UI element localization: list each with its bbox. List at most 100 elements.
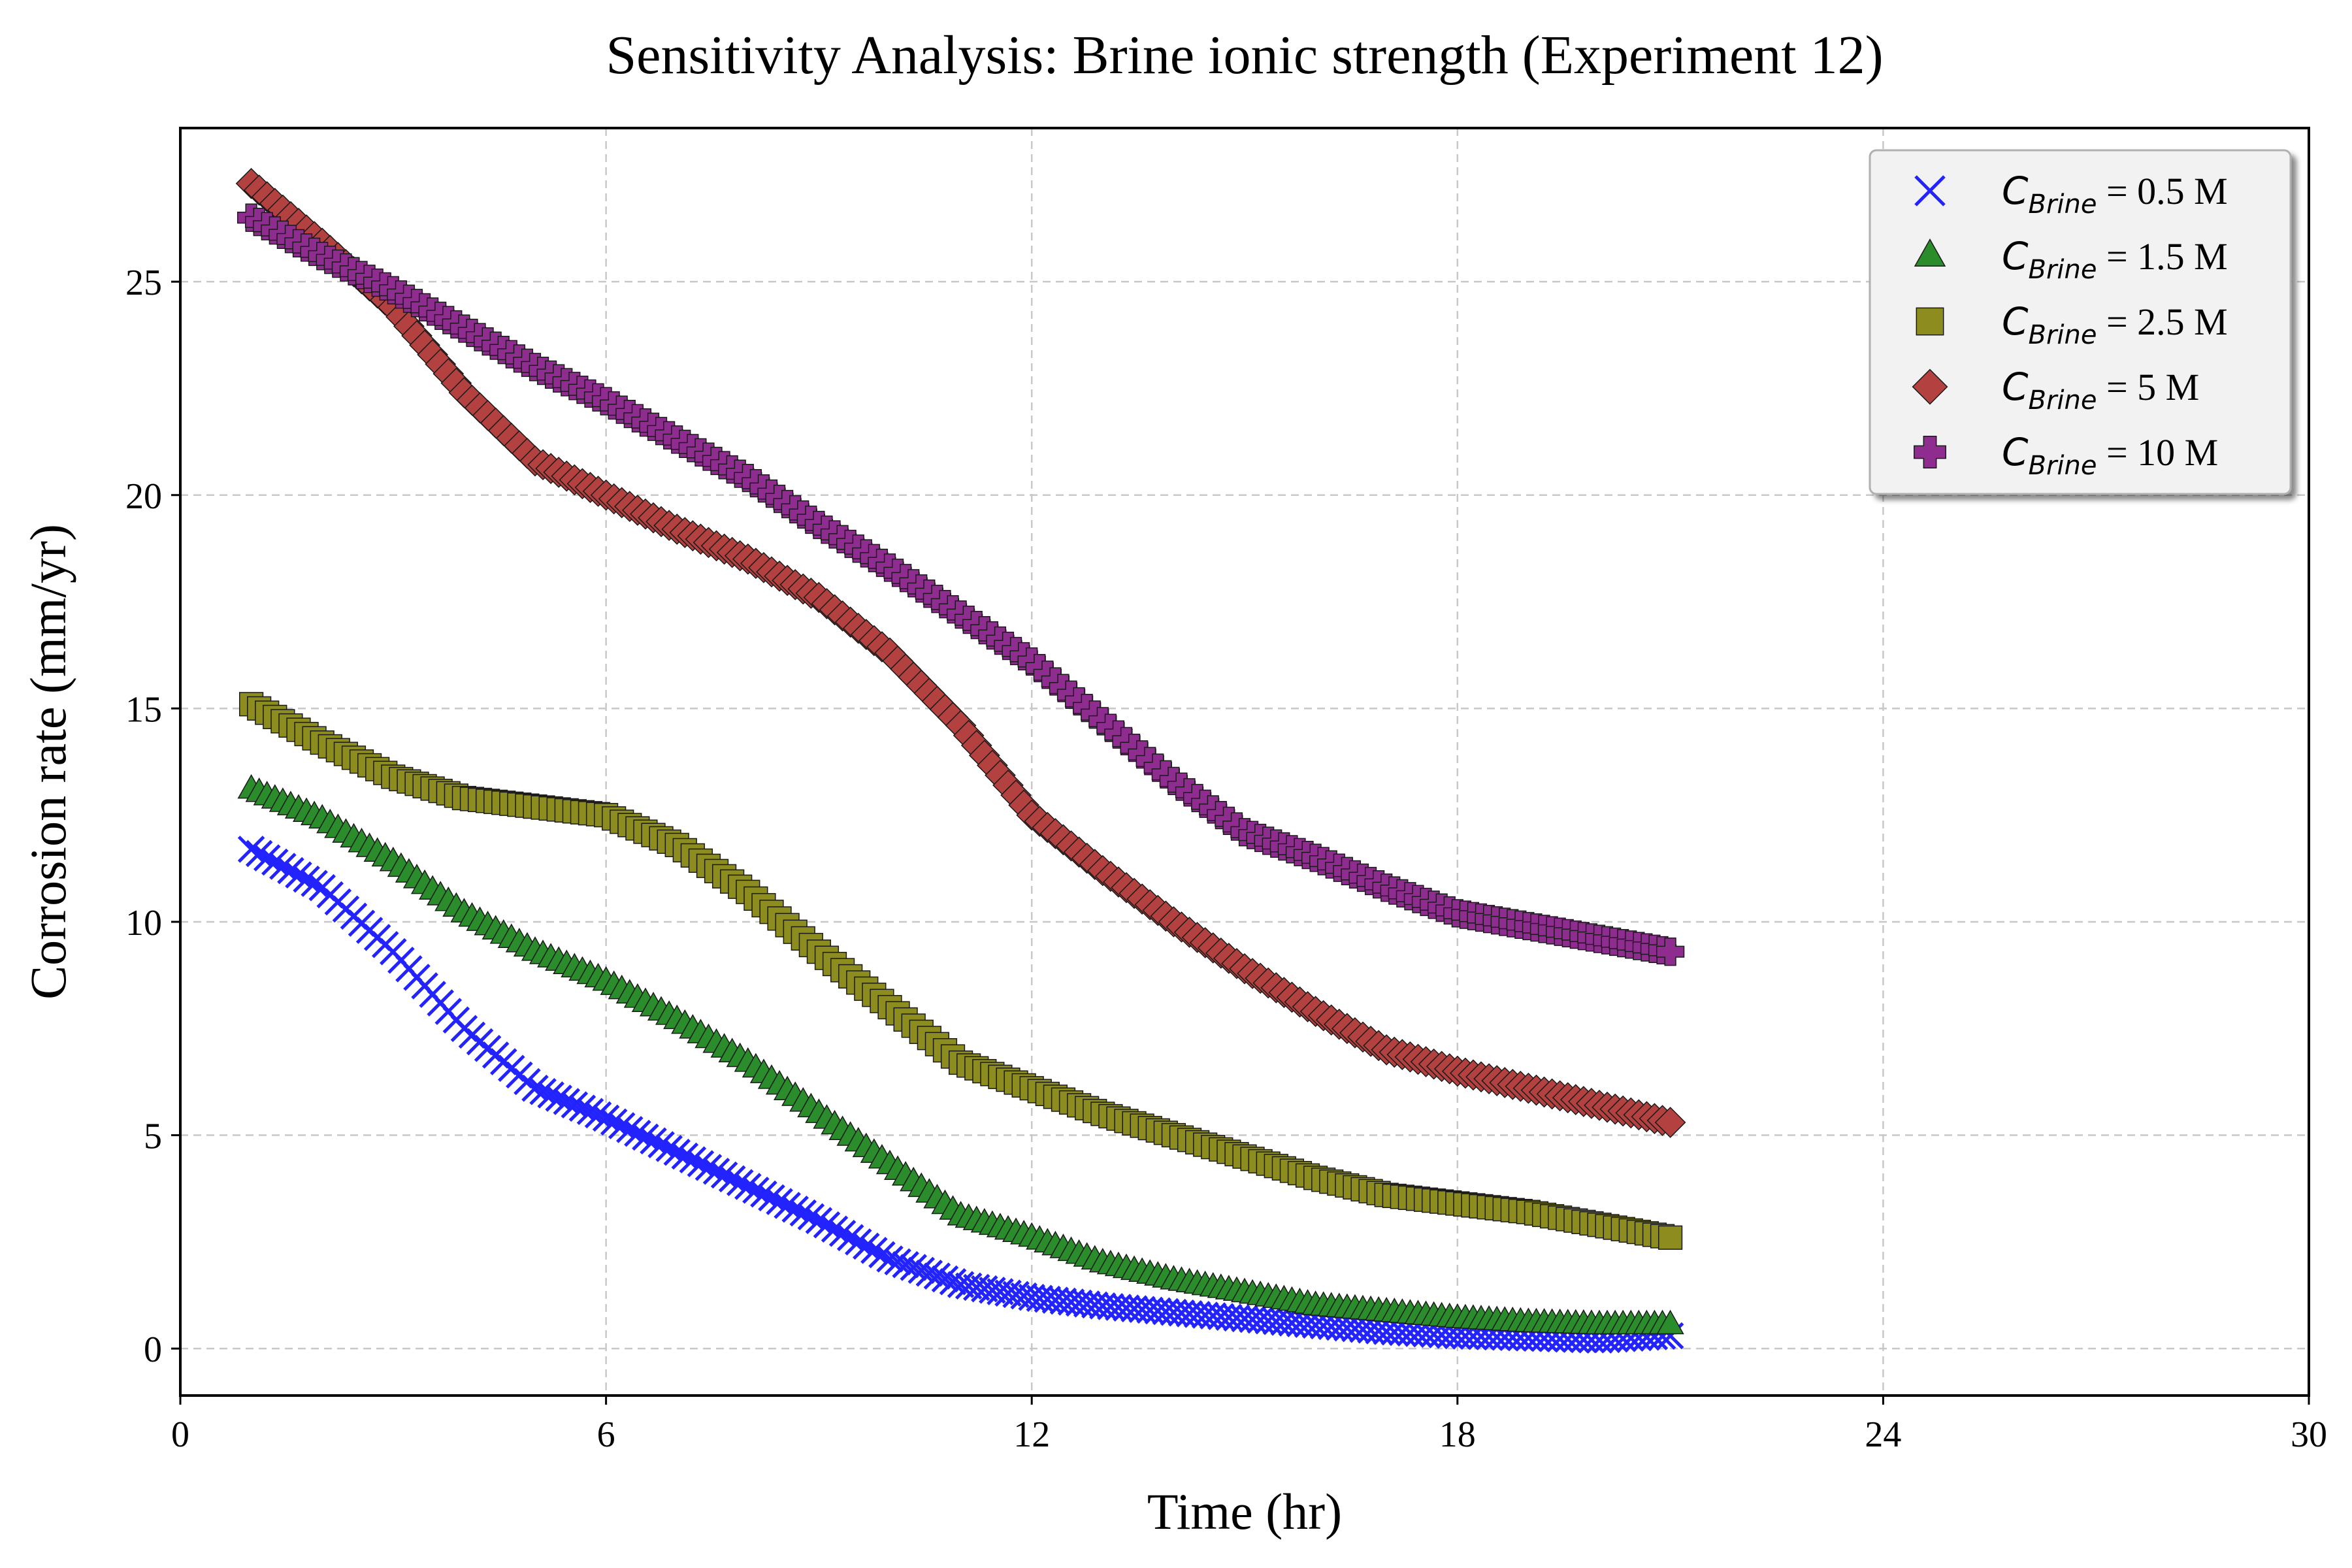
plot-frame bbox=[179, 127, 2310, 1397]
series-3 bbox=[238, 692, 1683, 1250]
data-point bbox=[277, 857, 304, 885]
legend-item: CBrine = 2.5 M bbox=[1916, 299, 2228, 350]
y-tick-label: 10 bbox=[125, 903, 162, 943]
data-point bbox=[742, 1176, 770, 1204]
data-point bbox=[915, 1259, 943, 1287]
data-point bbox=[892, 1250, 919, 1279]
data-point bbox=[813, 1211, 841, 1239]
data-point bbox=[694, 1154, 723, 1181]
legend-label-var: C bbox=[2002, 299, 2029, 344]
data-point bbox=[679, 1146, 707, 1174]
data-point bbox=[576, 1098, 604, 1126]
legend-label: CBrine = 2.5 M bbox=[2002, 299, 2228, 350]
data-point bbox=[237, 836, 265, 863]
x-tick-label: 30 bbox=[2291, 1414, 2327, 1455]
data-point bbox=[529, 1078, 557, 1105]
data-point bbox=[853, 1232, 880, 1260]
legend-label-rest: = 0.5 M bbox=[2097, 170, 2227, 212]
data-point bbox=[663, 1138, 691, 1166]
data-point bbox=[537, 1081, 564, 1109]
data-point bbox=[640, 1127, 667, 1155]
data-point bbox=[702, 1157, 730, 1185]
data-point bbox=[758, 1184, 785, 1212]
data-point bbox=[774, 1192, 801, 1219]
legend-marker bbox=[1914, 436, 1946, 468]
data-point bbox=[655, 1135, 683, 1162]
data-point bbox=[301, 870, 328, 897]
data-point bbox=[293, 865, 320, 893]
y-tick-label: 25 bbox=[125, 263, 162, 303]
data-point bbox=[1658, 1225, 1683, 1250]
data-point bbox=[584, 1101, 612, 1129]
data-point bbox=[884, 1248, 911, 1276]
legend-item: CBrine = 0.5 M bbox=[1914, 169, 2228, 220]
data-point bbox=[632, 1123, 659, 1151]
data-point bbox=[781, 1196, 809, 1223]
legend-label: CBrine = 0.5 M bbox=[2002, 169, 2228, 220]
x-tick-label: 18 bbox=[1439, 1414, 1476, 1455]
x-tick-label: 24 bbox=[1865, 1414, 1901, 1455]
data-point bbox=[687, 1150, 715, 1177]
data-point bbox=[647, 1131, 675, 1158]
legend-label-sub: Brine bbox=[2029, 255, 2097, 285]
data-point bbox=[545, 1085, 572, 1112]
x-tick-label: 12 bbox=[1013, 1414, 1050, 1455]
data-point bbox=[726, 1169, 754, 1196]
data-point bbox=[797, 1203, 825, 1231]
legend-item: CBrine = 5 M bbox=[1912, 365, 2199, 416]
legend-label-sub: Brine bbox=[2029, 189, 2097, 220]
data-point bbox=[1656, 938, 1685, 966]
legend-label: CBrine = 10 M bbox=[2002, 430, 2218, 481]
legend-item: CBrine = 1.5 M bbox=[1914, 234, 2228, 285]
legend-label: CBrine = 1.5 M bbox=[2002, 234, 2228, 285]
series-5 bbox=[237, 203, 1685, 966]
series-1 bbox=[237, 836, 1684, 1354]
data-point bbox=[805, 1207, 833, 1234]
data-point bbox=[671, 1142, 699, 1170]
data-point bbox=[561, 1091, 589, 1119]
data-point bbox=[710, 1161, 738, 1189]
legend-box bbox=[1869, 149, 2292, 495]
legend-marker bbox=[1914, 175, 1946, 206]
data-point bbox=[907, 1256, 936, 1284]
legend-label-rest: = 1.5 M bbox=[2097, 235, 2227, 278]
data-point bbox=[836, 1224, 864, 1252]
data-point bbox=[245, 840, 273, 868]
legend-label-var: C bbox=[2002, 365, 2029, 409]
data-point bbox=[616, 1116, 644, 1143]
data-point bbox=[766, 1188, 793, 1215]
legend-marker bbox=[1916, 307, 1944, 336]
data-point bbox=[269, 853, 297, 880]
x-axis-title: Time (hr) bbox=[1147, 1483, 1342, 1540]
series-layer bbox=[235, 168, 1686, 1354]
legend-label-var: C bbox=[2002, 234, 2029, 278]
data-point bbox=[828, 1220, 857, 1247]
data-point bbox=[553, 1088, 581, 1115]
data-point bbox=[734, 1173, 762, 1200]
legend-label-sub: Brine bbox=[2029, 451, 2097, 481]
y-tick-label: 20 bbox=[125, 476, 162, 517]
data-point bbox=[624, 1119, 651, 1147]
legend-label: CBrine = 5 M bbox=[2002, 365, 2199, 416]
data-point bbox=[1654, 1107, 1686, 1138]
data-point bbox=[900, 1254, 927, 1281]
data-point bbox=[939, 1268, 967, 1296]
data-point bbox=[844, 1228, 872, 1256]
data-point bbox=[876, 1245, 904, 1273]
data-point bbox=[253, 844, 281, 872]
data-point bbox=[568, 1094, 596, 1122]
legend-label-rest: = 2.5 M bbox=[2097, 301, 2227, 343]
y-tick-label: 0 bbox=[144, 1330, 162, 1370]
x-tick-label: 0 bbox=[171, 1414, 189, 1455]
y-tick-label: 15 bbox=[125, 689, 162, 730]
legend-label-rest: = 5 M bbox=[2097, 366, 2199, 408]
data-point bbox=[860, 1237, 888, 1264]
series-2 bbox=[237, 774, 1684, 1335]
y-axis-title: Corrosion rate (mm/yr) bbox=[20, 524, 76, 1000]
data-point bbox=[923, 1262, 951, 1290]
data-point bbox=[868, 1241, 896, 1269]
legend-label-var: C bbox=[2002, 169, 2029, 213]
